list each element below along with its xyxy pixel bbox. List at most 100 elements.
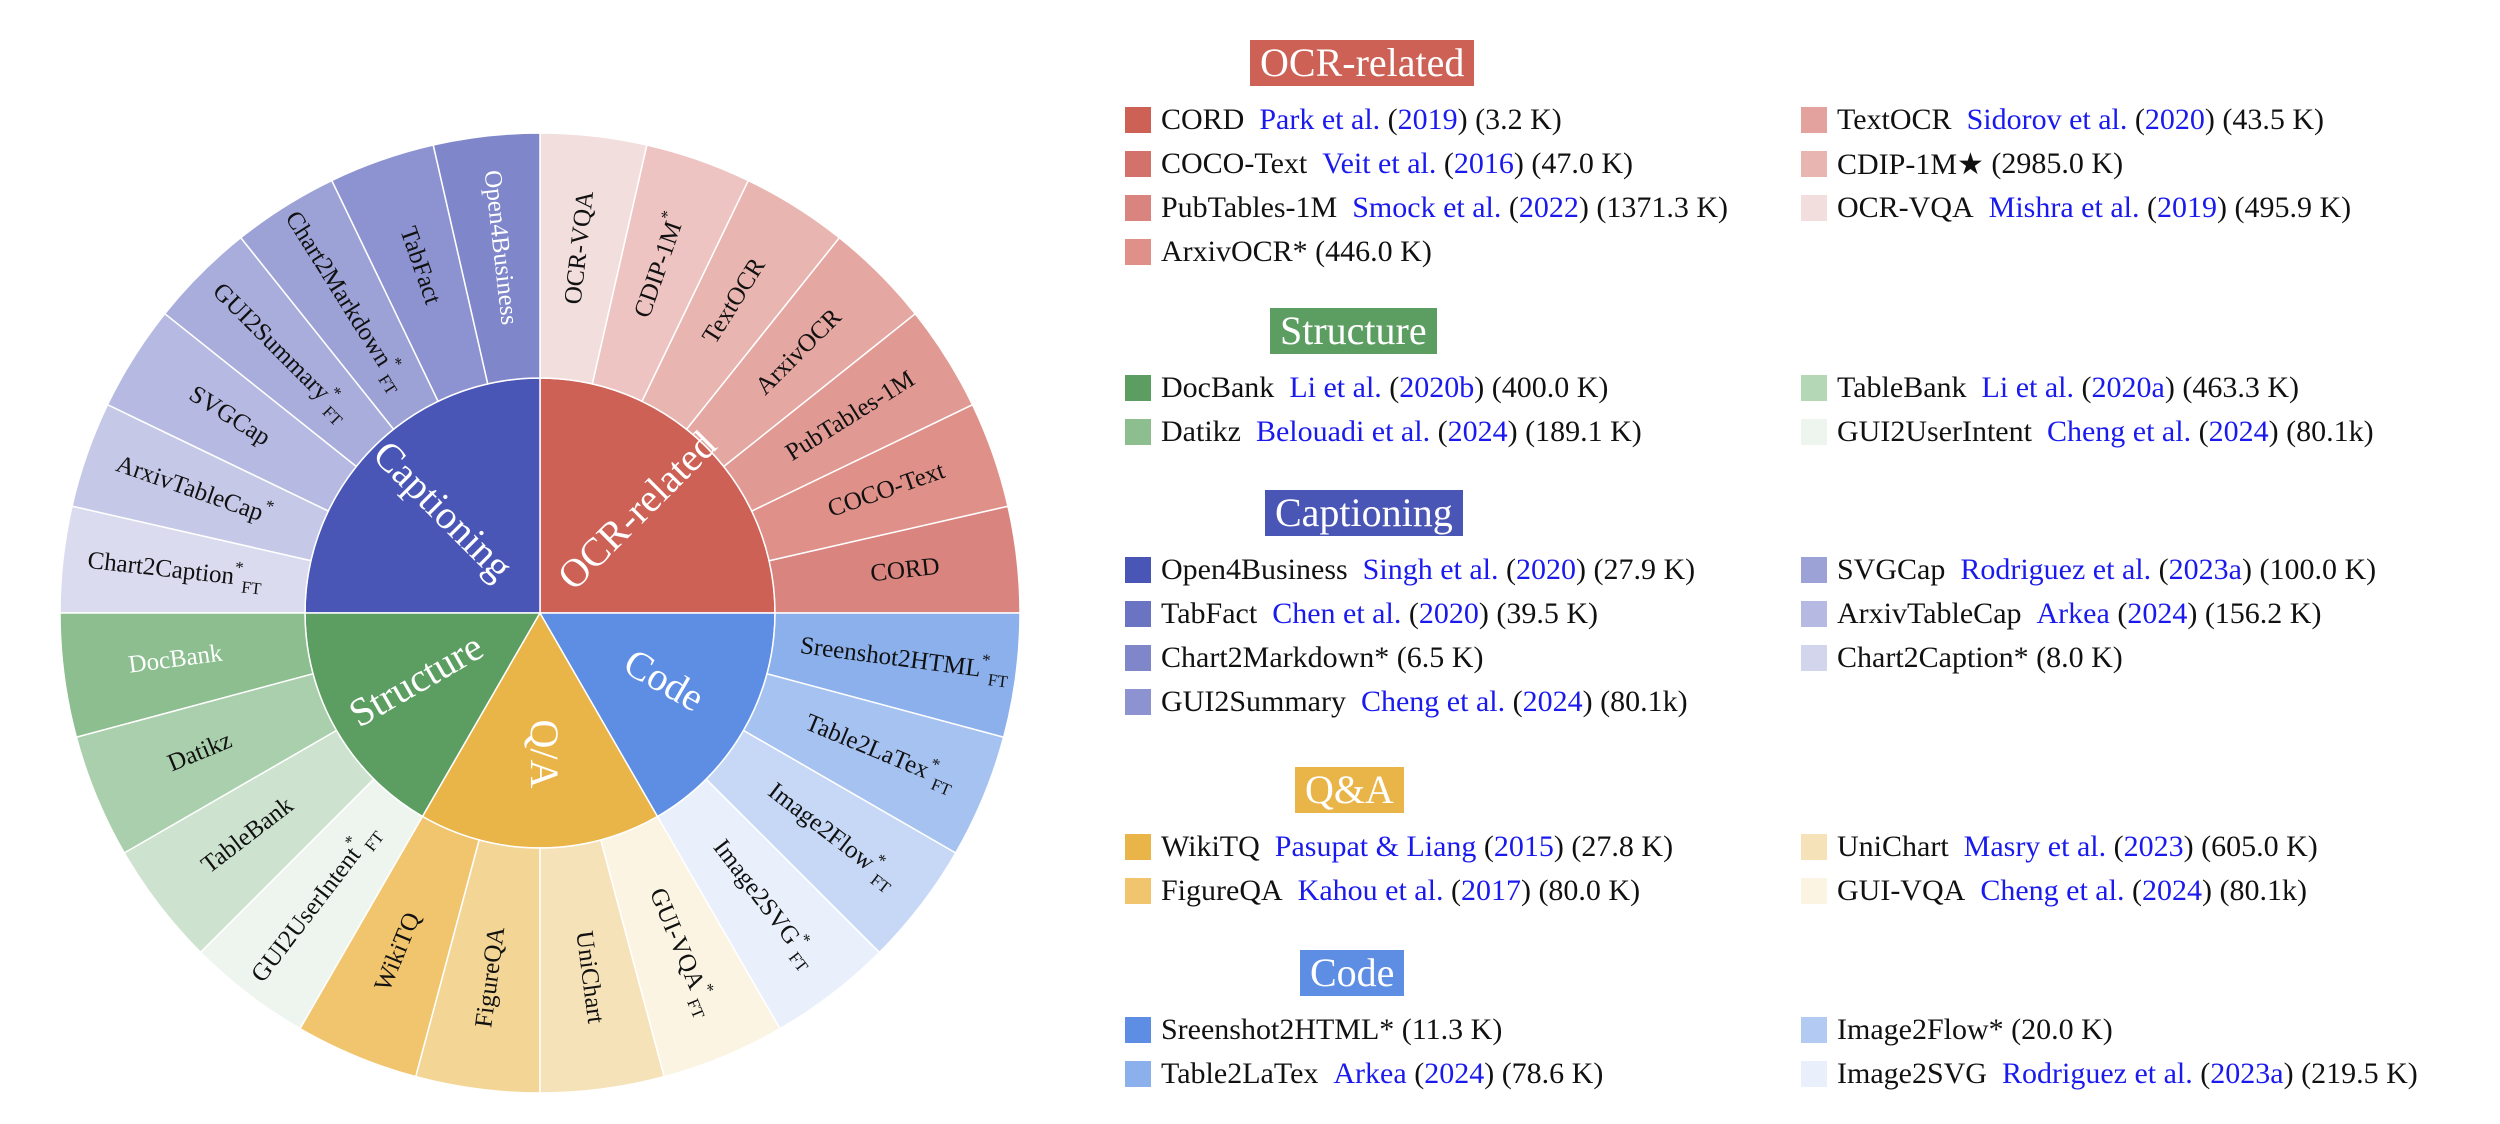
legend-item-textocr: TextOCR Sidorov et al. (2020) (43.5 K) bbox=[1801, 98, 2481, 142]
legend-section-structure: Structure DocBank Li et al. (2020b) (400.… bbox=[1125, 308, 2481, 454]
legend-citation-year[interactable]: 2023 bbox=[2123, 830, 2184, 863]
legend-citation-link[interactable]: Cheng et al. bbox=[1360, 685, 1506, 718]
legend-citation-year[interactable]: 2024 bbox=[2127, 597, 2188, 630]
legend-citation-link[interactable]: Rodriguez et al. bbox=[2001, 1057, 2193, 1090]
legend-citation-year[interactable]: 2019 bbox=[2156, 191, 2217, 224]
legend-citation-year[interactable]: 2019 bbox=[1397, 103, 1458, 136]
legend-item-count: (189.1 K) bbox=[1517, 415, 1642, 448]
legend-item-datikz: Datikz Belouadi et al. (2024) (189.1 K) bbox=[1125, 410, 1801, 454]
outer-segment-wikitq bbox=[298, 815, 481, 1078]
legend-section-q-a: Q&A WikiTQ Pasupat & Liang (2015) (27.8 K… bbox=[1125, 767, 2481, 913]
legend-citation-year[interactable]: 2024 bbox=[1424, 1057, 1485, 1090]
legend-item-name: UniChart bbox=[1837, 830, 1949, 863]
legend-item-count: (47.0 K) bbox=[1523, 147, 1634, 180]
legend-citation-link[interactable]: Singh et al. bbox=[1362, 553, 1499, 586]
legend-item-cord: CORD Park et al. (2019) (3.2 K) bbox=[1125, 98, 1801, 142]
legend-swatch bbox=[1801, 601, 1827, 627]
legend-citation-year[interactable]: 2020 bbox=[1418, 597, 1479, 630]
legend-item-chart2markdown-6-5-k: Chart2Markdown* (6.5 K) bbox=[1125, 636, 1801, 680]
legend-swatch bbox=[1125, 151, 1151, 177]
legend-citation-year[interactable]: 2024 bbox=[2208, 415, 2269, 448]
legend-section-title: Q&A bbox=[1295, 767, 1404, 813]
legend-citation-year[interactable]: 2023a bbox=[2210, 1057, 2284, 1090]
legend-citation-link[interactable]: Arkea bbox=[2036, 597, 2110, 630]
legend-citation-year[interactable]: 2020b bbox=[1399, 371, 1475, 404]
legend-item-sreenshot2html-11-3-k: Sreenshot2HTML* (11.3 K) bbox=[1125, 1008, 1801, 1052]
legend-item-chart2caption-8-0-k: Chart2Caption* (8.0 K) bbox=[1801, 636, 2481, 680]
legend-citation-year[interactable]: 2022 bbox=[1518, 191, 1579, 224]
legend-item-table2latex: Table2LaTex Arkea (2024) (78.6 K) bbox=[1125, 1052, 1801, 1096]
legend-item-coco-text: COCO-Text Veit et al. (2016) (47.0 K) bbox=[1125, 142, 1801, 186]
legend-citation-link[interactable]: Pasupat & Liang bbox=[1274, 830, 1477, 863]
legend-citation-year[interactable]: 2016 bbox=[1453, 147, 1514, 180]
legend-citation-link[interactable]: Mishra et al. bbox=[1988, 191, 2140, 224]
legend-item-name: DocBank bbox=[1161, 371, 1275, 404]
legend-citation-link[interactable]: Cheng et al. bbox=[1980, 874, 2125, 907]
legend-citation-year[interactable]: 2015 bbox=[1493, 830, 1554, 863]
outer-segment-chart2caption bbox=[59, 505, 312, 614]
legend-citation-link[interactable]: Masry et al. bbox=[1963, 830, 2107, 863]
outer-segment-ocr-vqa bbox=[539, 132, 648, 385]
legend-item-count: (605.0 K) bbox=[2193, 830, 2318, 863]
legend-citation-link[interactable]: Smock et al. bbox=[1352, 191, 1502, 224]
outer-segment-gui2userintent bbox=[199, 778, 424, 1030]
legend-item-cdip-1m: CDIP-1M★ (2985.0 K) bbox=[1801, 142, 2481, 186]
outer-segment-textocr bbox=[640, 179, 841, 431]
legend-citation-year[interactable]: 2024 bbox=[1447, 415, 1508, 448]
legend-item-unichart: UniChart Masry et al. (2023) (605.0 K) bbox=[1801, 825, 2481, 869]
legend-item-count: (27.9 K) bbox=[1586, 553, 1696, 586]
legend-citation-year[interactable]: 2020a bbox=[2091, 371, 2165, 404]
legend-citation-link[interactable]: Cheng et al. bbox=[2046, 415, 2192, 448]
legend-swatch bbox=[1125, 645, 1151, 671]
outer-segment-coco-text bbox=[750, 403, 1009, 562]
legend-item-figureqa: FigureQA Kahou et al. (2017) (80.0 K) bbox=[1125, 869, 1801, 913]
legend-citation-year[interactable]: 2024 bbox=[1522, 685, 1583, 718]
legend-citation-year[interactable]: 2020 bbox=[2144, 103, 2205, 136]
legend-citation-year[interactable]: 2023a bbox=[2168, 553, 2242, 586]
legend-item-name: ArxivOCR* (446.0 K) bbox=[1161, 235, 1432, 268]
legend-item-name: COCO-Text bbox=[1161, 147, 1308, 180]
outer-segment-gui2summary bbox=[163, 236, 395, 468]
legend-swatch bbox=[1801, 1061, 1827, 1087]
legend-citation-link[interactable]: Rodriguez et al. bbox=[1960, 553, 2152, 586]
legend-swatch bbox=[1125, 1017, 1151, 1043]
legend-citation-link[interactable]: Li et al. bbox=[1981, 371, 2074, 404]
legend-item-name: WikiTQ bbox=[1161, 830, 1260, 863]
legend-swatch bbox=[1801, 151, 1827, 177]
legend-item-docbank: DocBank Li et al. (2020b) (400.0 K) bbox=[1125, 366, 1801, 410]
legend-citation-link[interactable]: Li et al. bbox=[1289, 371, 1382, 404]
legend-swatch bbox=[1801, 557, 1827, 583]
sunburst-chart: CORDCOCO-TextPubTables-1MArxivOCRTextOCR… bbox=[59, 132, 1021, 1094]
legend-swatch bbox=[1801, 878, 1827, 904]
legend-item-name: Chart2Markdown* (6.5 K) bbox=[1161, 641, 1484, 674]
legend-citation-link[interactable]: Kahou et al. bbox=[1297, 874, 1444, 907]
legend-citation-link[interactable]: Veit et al. bbox=[1322, 147, 1437, 180]
outer-segment-cdip-1m bbox=[591, 144, 750, 403]
legend-item-count: (39.5 K) bbox=[1488, 597, 1598, 630]
legend-item-count: (43.5 K) bbox=[2214, 103, 2325, 136]
legend-item-tabfact: TabFact Chen et al. (2020) (39.5 K) bbox=[1125, 592, 1801, 636]
legend-citation-link[interactable]: Belouadi et al. bbox=[1255, 415, 1431, 448]
legend-citation-year[interactable]: 2017 bbox=[1460, 874, 1521, 907]
legend-item-name: CDIP-1M★ bbox=[1837, 147, 1984, 181]
legend-item-name: SVGCap bbox=[1837, 553, 1946, 586]
legend-citation-link[interactable]: Sidorov et al. bbox=[1966, 103, 2128, 136]
legend-citation-link[interactable]: Chen et al. bbox=[1272, 597, 1402, 630]
legend-section-code: Code Sreenshot2HTML* (11.3 K) Image2Flow* … bbox=[1125, 950, 2481, 1096]
legend-citation-year[interactable]: 2020 bbox=[1516, 553, 1576, 586]
legend-swatch bbox=[1125, 239, 1151, 265]
legend-item-count: (2985.0 K) bbox=[1983, 147, 2124, 180]
legend-item-wikitq: WikiTQ Pasupat & Liang (2015) (27.8 K) bbox=[1125, 825, 1801, 869]
outer-segment-gui-vqa bbox=[599, 815, 782, 1078]
legend-item-count: (1371.3 K) bbox=[1588, 191, 1729, 224]
legend-swatch bbox=[1125, 1061, 1151, 1087]
legend-swatch bbox=[1125, 601, 1151, 627]
category-label-q-a: Q/A bbox=[522, 720, 567, 789]
legend-swatch bbox=[1801, 419, 1827, 445]
legend-citation-year[interactable]: 2024 bbox=[2141, 874, 2202, 907]
legend-citation-link[interactable]: Park et al. bbox=[1259, 103, 1381, 136]
legend-item-name: CORD bbox=[1161, 103, 1245, 136]
legend-item-name: Image2SVG bbox=[1837, 1057, 1987, 1090]
outer-segment-svgcap bbox=[106, 312, 358, 513]
legend-citation-link[interactable]: Arkea bbox=[1333, 1057, 1407, 1090]
